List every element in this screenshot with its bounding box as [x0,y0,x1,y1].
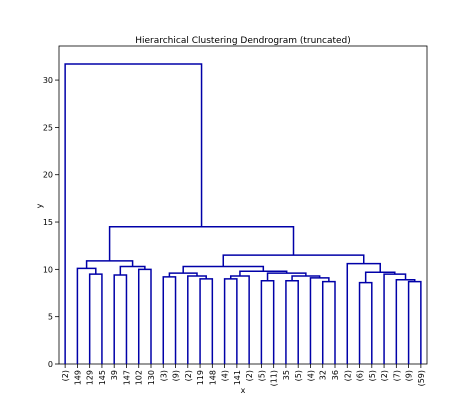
y-tick-label: 10 [43,265,53,274]
leaf-label: 32 [319,370,328,380]
leaf-label: (3) [159,370,168,381]
y-axis-label: y [35,203,44,208]
leaf-label: (2) [245,370,254,381]
leaf-label: (11) [270,370,279,386]
dendrogram-link [108,226,295,261]
chart-title: Hierarchical Clustering Dendrogram (trun… [135,36,351,46]
dendrogram-link [383,273,407,364]
leaf-label: 130 [147,370,156,385]
leaf-label: (9) [172,370,181,381]
dendrogram-link [358,281,373,364]
dendrogram-link [162,276,177,364]
leaf-label: 147 [122,370,131,385]
leaf-label: 35 [282,370,291,380]
dendrogram-link [309,277,330,364]
leaf-label: 129 [86,370,95,385]
y-tick-label: 20 [43,171,53,180]
dendrogram-link [88,273,103,364]
leaf-label: (2) [343,370,352,381]
dendrogram-link [222,254,365,267]
dendrogram-link [407,280,422,364]
dendrogram-link [223,278,238,364]
leaf-label: (9) [405,370,414,381]
dendrogram-link [64,63,203,364]
dendrogram-link [260,279,275,364]
leaf-label: (4) [306,370,315,381]
dendrogram-link [119,265,146,276]
dendrogram-link [137,268,152,364]
leaf-label: 119 [196,370,205,385]
plot-frame [58,45,428,365]
dendrogram-link [321,280,336,364]
leaf-label: (2) [61,370,70,381]
dendrogram-link [113,274,128,364]
leaf-label: (6) [356,370,365,381]
leaf-label: 141 [233,370,242,385]
leaf-label: 145 [98,370,107,385]
y-tick-label: 30 [43,76,53,85]
leaf-label: (5) [257,370,266,381]
dendrogram-link [346,262,381,364]
dendrogram-link [187,275,207,364]
dendrogram-link [395,279,416,364]
dendrogram-link [285,279,299,364]
dendrogram-link [199,278,214,364]
dendrogram-link [182,265,265,274]
leaf-label: (2) [184,370,193,381]
dendrogram-link [76,267,97,364]
leaf-label: (59) [417,370,426,386]
y-tick-label: 0 [48,360,53,369]
leaf-label: 148 [208,370,217,385]
leaf-label: (5) [294,370,303,381]
leaf-label: (4) [221,370,230,381]
dendrogram-link [168,272,198,277]
leaf-label: (2) [380,370,389,381]
leaf-label: 149 [73,370,82,385]
y-tick-label: 5 [48,313,53,322]
y-tick-label: 15 [43,218,53,227]
y-tick-label: 25 [43,123,53,132]
leaf-label: (5) [368,370,377,381]
leaf-label: 36 [331,370,340,380]
dendrogram-link [266,272,307,281]
leaf-label: (7) [392,370,401,381]
leaf-label: 102 [135,370,144,385]
dendrogram-link [85,260,134,269]
dendrogram-link [229,275,250,364]
leaf-label: 39 [110,370,119,380]
x-axis-label: x [241,386,246,395]
